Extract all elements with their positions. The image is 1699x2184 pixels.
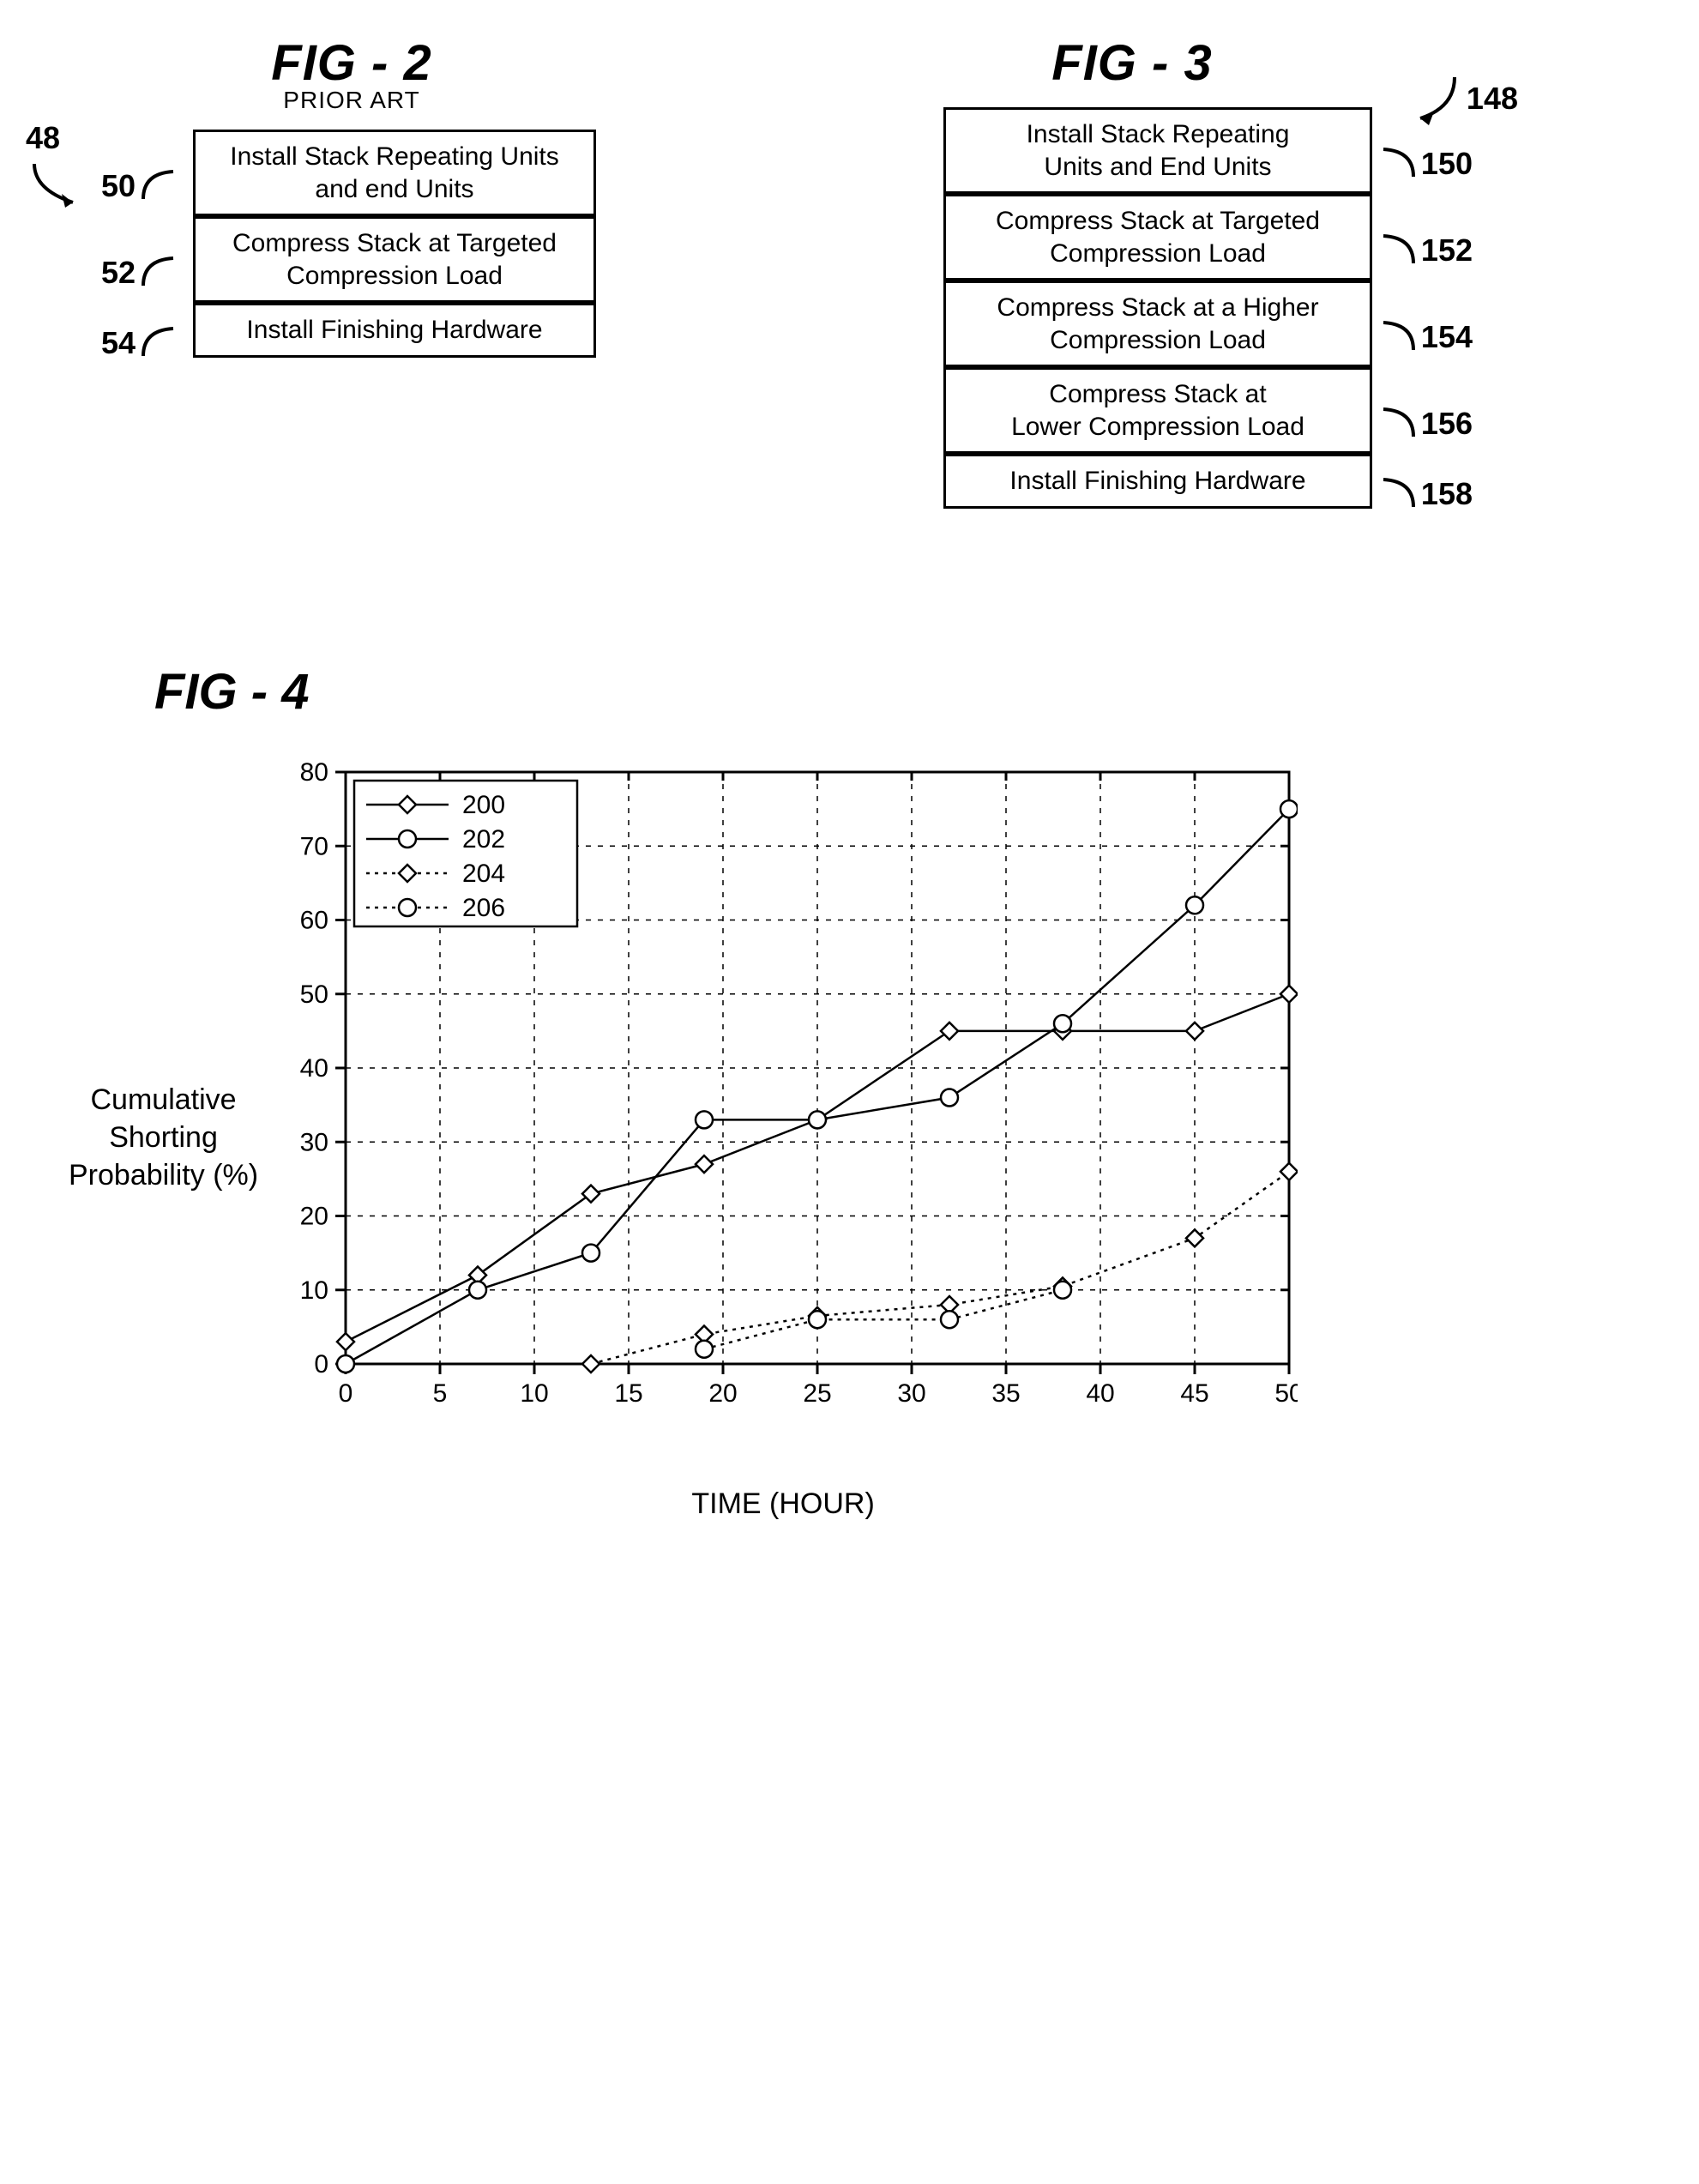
ref-text: 52 xyxy=(101,253,136,292)
flow-box: Install Finishing Hardware158 xyxy=(943,454,1372,509)
svg-text:5: 5 xyxy=(433,1379,448,1408)
svg-text:20: 20 xyxy=(300,1202,328,1230)
fig2-title: FIG - 2 xyxy=(51,34,652,92)
ref-label: 152 xyxy=(1375,229,1473,272)
ref-text: 154 xyxy=(1421,317,1473,356)
ref-label: 50 xyxy=(101,165,182,208)
ref-label: 54 xyxy=(101,322,182,365)
svg-text:10: 10 xyxy=(520,1379,548,1408)
ref-text: 50 xyxy=(101,166,136,205)
fig3-block: FIG - 3 148 Install Stack RepeatingUnits… xyxy=(789,34,1475,509)
svg-text:40: 40 xyxy=(1086,1379,1114,1408)
series-204 xyxy=(582,1162,1298,1372)
fig3-flowchart: Install Stack RepeatingUnits and End Uni… xyxy=(840,107,1475,509)
svg-text:35: 35 xyxy=(991,1379,1020,1408)
legend-label: 200 xyxy=(462,791,505,819)
svg-text:50: 50 xyxy=(300,980,328,1008)
flow-box: Compress Stack at TargetedCompression Lo… xyxy=(193,216,596,303)
ref-label: 158 xyxy=(1375,473,1473,516)
hook-icon xyxy=(139,165,182,208)
fig3-title: FIG - 3 xyxy=(789,34,1475,92)
ref-text: 156 xyxy=(1421,404,1473,443)
fig4-block: FIG - 4 CumulativeShortingProbability (%… xyxy=(51,663,1648,1521)
ref-text: 48 xyxy=(26,120,60,156)
hook-icon xyxy=(1375,473,1418,516)
legend-label: 202 xyxy=(462,825,505,854)
hook-icon xyxy=(139,322,182,365)
fig4-title: FIG - 4 xyxy=(154,663,1648,721)
svg-text:10: 10 xyxy=(300,1276,328,1304)
flow-box: Install Finishing Hardware54 xyxy=(193,303,596,358)
svg-text:30: 30 xyxy=(897,1379,925,1408)
flow-box: Compress Stack at a HigherCompression Lo… xyxy=(943,281,1372,367)
fig2-block: FIG - 2 PRIOR ART 48 Install Stack Repea… xyxy=(51,34,652,509)
svg-text:15: 15 xyxy=(614,1379,642,1408)
svg-text:30: 30 xyxy=(300,1128,328,1156)
ref-text: 152 xyxy=(1421,231,1473,269)
ref-label: 154 xyxy=(1375,316,1473,359)
flow-box: Install Stack RepeatingUnits and End Uni… xyxy=(943,107,1372,194)
svg-text:25: 25 xyxy=(803,1379,831,1408)
legend-label: 206 xyxy=(462,894,505,922)
fig2-flowchart: Install Stack Repeating Unitsand end Uni… xyxy=(137,130,652,358)
svg-text:80: 80 xyxy=(300,758,328,787)
flow-box: Install Stack Repeating Unitsand end Uni… xyxy=(193,130,596,216)
hook-icon xyxy=(139,251,182,294)
svg-text:0: 0 xyxy=(314,1350,328,1379)
ref-label: 150 xyxy=(1375,142,1473,185)
svg-text:40: 40 xyxy=(300,1054,328,1083)
fig4-ylabel: CumulativeShortingProbability (%) xyxy=(69,1081,258,1195)
ref-text: 158 xyxy=(1421,474,1473,513)
ref-label: 52 xyxy=(101,251,182,294)
flow-box: Compress Stack atLower Compression Load1… xyxy=(943,367,1372,454)
legend-label: 204 xyxy=(462,860,505,888)
svg-text:60: 60 xyxy=(300,906,328,934)
fig2-subtitle: PRIOR ART xyxy=(51,87,652,114)
ref-label: 156 xyxy=(1375,402,1473,445)
fig2-main-ref: 48 xyxy=(26,120,103,211)
ref-text: 54 xyxy=(101,323,136,362)
svg-text:20: 20 xyxy=(708,1379,737,1408)
flow-box: Compress Stack at TargetedCompression Lo… xyxy=(943,194,1372,281)
hook-icon xyxy=(1375,229,1418,272)
svg-text:70: 70 xyxy=(300,832,328,860)
fig4-xlabel: TIME (HOUR) xyxy=(691,1487,874,1521)
fig4-chart: 0 5 10 15 20 25 30 35 40 45 50 0 10 20 30 40 50 60 70 80 200… xyxy=(268,755,1298,1475)
hook-icon xyxy=(1375,142,1418,185)
hook-icon xyxy=(1375,316,1418,359)
svg-text:45: 45 xyxy=(1180,1379,1208,1408)
series-206 xyxy=(696,1281,1071,1357)
hook-icon xyxy=(1375,402,1418,445)
svg-text:0: 0 xyxy=(339,1379,353,1408)
svg-text:50: 50 xyxy=(1274,1379,1298,1408)
ref-text: 150 xyxy=(1421,144,1473,183)
leader-arrow-icon xyxy=(26,160,103,211)
